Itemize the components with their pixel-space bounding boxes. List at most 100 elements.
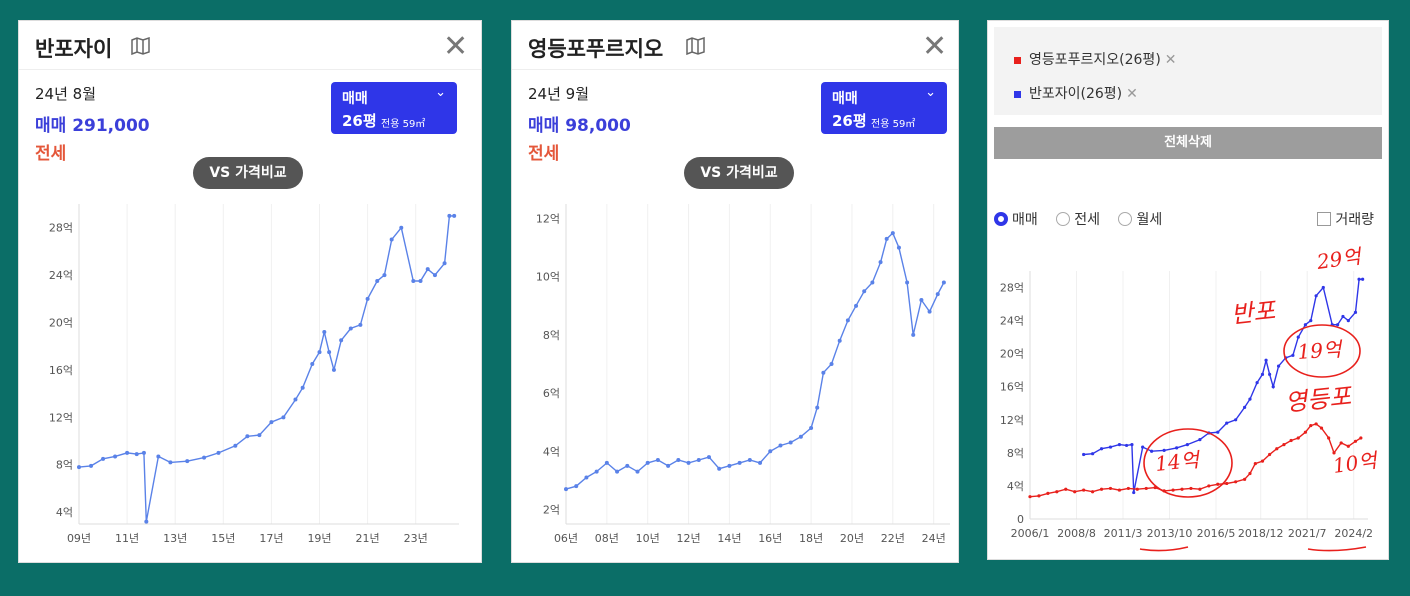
data-point: [935, 292, 940, 297]
chart-panel-yeongdeungpo: 영등포푸르지오 ✕ 24년 9월 매매 98,000 전세 매매 ⌄ 26평 전…: [511, 20, 959, 563]
data-point: [89, 463, 94, 468]
data-point: [1321, 285, 1325, 290]
x-tick-label: 15년: [211, 532, 235, 545]
data-point: [896, 245, 901, 250]
data-point: [156, 454, 161, 459]
handwritten-annotation: 14억: [1154, 447, 1203, 476]
data-point: [1207, 484, 1211, 488]
radio-sale[interactable]: 매매: [994, 212, 1038, 228]
type-size-select[interactable]: 매매 ⌄ 26평 전용 59㎡: [331, 82, 457, 134]
volume-checkbox[interactable]: 거래량: [1317, 209, 1374, 229]
data-point: [77, 465, 81, 470]
radio-jeonse[interactable]: 전세: [1056, 212, 1100, 228]
trade-price: 매매 291,000: [35, 116, 150, 136]
data-point: [1099, 447, 1104, 451]
data-point: [1189, 486, 1193, 491]
handwritten-annotation: 반포: [1230, 296, 1279, 329]
y-tick-label: 8억: [1007, 447, 1024, 460]
data-point: [1303, 323, 1308, 327]
data-point: [1175, 446, 1179, 450]
data-point: [625, 463, 630, 468]
y-tick-label: 12억: [1000, 414, 1024, 427]
data-point: [382, 273, 387, 278]
trade-type-radios: 매매 전세 월세: [994, 209, 1176, 229]
x-tick-label: 13년: [163, 532, 187, 545]
data-point: [1276, 364, 1281, 368]
legend-item-yeongdeungpo: 영등포푸르지오(26평) ✕: [1014, 49, 1177, 69]
data-point: [1271, 385, 1275, 389]
data-point: [1135, 487, 1139, 491]
close-icon[interactable]: ✕: [922, 29, 948, 64]
data-point: [300, 385, 305, 390]
data-point: [1289, 438, 1293, 443]
data-point: [1124, 443, 1129, 448]
data-point: [1117, 488, 1122, 492]
type-size-select[interactable]: 매매 ⌄ 26평 전용 59㎡: [821, 82, 947, 134]
data-point: [317, 350, 322, 355]
trade-date: 24년 9월: [528, 85, 589, 103]
chevron-down-icon: ⌄: [925, 85, 936, 100]
delete-all-button[interactable]: 전체삭제: [994, 127, 1382, 159]
y-tick-label: 4억: [543, 445, 560, 458]
x-tick-label: 16년: [758, 532, 782, 545]
y-tick-label: 4억: [56, 506, 73, 519]
divider: [512, 69, 958, 70]
data-point: [1180, 487, 1184, 491]
data-point: [809, 426, 814, 430]
map-icon[interactable]: [686, 37, 706, 55]
data-point: [919, 298, 924, 302]
x-tick-label: 18년: [799, 532, 823, 545]
data-point: [870, 280, 875, 285]
data-point: [339, 338, 344, 343]
map-icon[interactable]: [131, 37, 151, 55]
data-point: [1082, 452, 1086, 457]
vs-compare-button[interactable]: VS 가격비교: [193, 157, 303, 189]
data-point: [281, 415, 286, 420]
data-point: [905, 280, 910, 285]
data-point: [884, 236, 889, 241]
data-point: [635, 469, 640, 474]
data-point: [574, 484, 579, 489]
radio-label: 전세: [1074, 212, 1100, 228]
data-point: [1255, 381, 1259, 385]
remove-icon[interactable]: ✕: [1126, 86, 1138, 102]
blue-square-icon: [1014, 90, 1021, 98]
data-point: [941, 280, 946, 285]
data-point: [348, 326, 353, 331]
data-point: [778, 443, 783, 448]
x-tick-label: 21년: [356, 532, 380, 545]
data-point: [911, 332, 916, 337]
data-point: [1028, 495, 1032, 499]
data-point: [1260, 372, 1265, 376]
chart-panel-banpo: 반포자이 ✕ 24년 8월 매매 291,000 전세 매매 ⌄ 26평 전용 …: [18, 20, 482, 563]
data-point: [1150, 449, 1154, 453]
data-point: [1357, 277, 1361, 281]
vs-compare-button[interactable]: VS 가격비교: [684, 157, 794, 189]
data-point: [1108, 486, 1113, 491]
data-point: [1141, 445, 1145, 449]
data-point: [845, 318, 850, 323]
data-point: [1198, 487, 1202, 491]
data-point: [854, 303, 859, 308]
series-line: [565, 231, 945, 490]
trade-date: 24년 8월: [35, 85, 96, 103]
handwritten-annotation: 영등포: [1284, 382, 1355, 417]
data-point: [1046, 491, 1050, 495]
remove-icon[interactable]: ✕: [1164, 52, 1177, 68]
radio-monthly[interactable]: 월세: [1118, 212, 1162, 228]
data-point: [1248, 397, 1252, 401]
data-point: [1260, 459, 1265, 463]
data-point: [144, 519, 149, 524]
data-point: [365, 296, 370, 301]
data-point: [1327, 436, 1331, 440]
annotation-underline: [1139, 546, 1189, 552]
data-point: [564, 487, 568, 492]
data-point: [1243, 405, 1247, 409]
select-size: 26평: [832, 112, 867, 130]
y-tick-label: 28억: [1000, 282, 1024, 295]
compare-panel: 영등포푸르지오(26평) ✕ 반포자이(26평) ✕ 전체삭제 매매 전세 월세 거…: [987, 20, 1389, 560]
close-icon[interactable]: ✕: [443, 29, 469, 64]
data-point: [717, 466, 722, 471]
data-point: [425, 267, 430, 272]
y-tick-label: 10억: [536, 271, 560, 284]
